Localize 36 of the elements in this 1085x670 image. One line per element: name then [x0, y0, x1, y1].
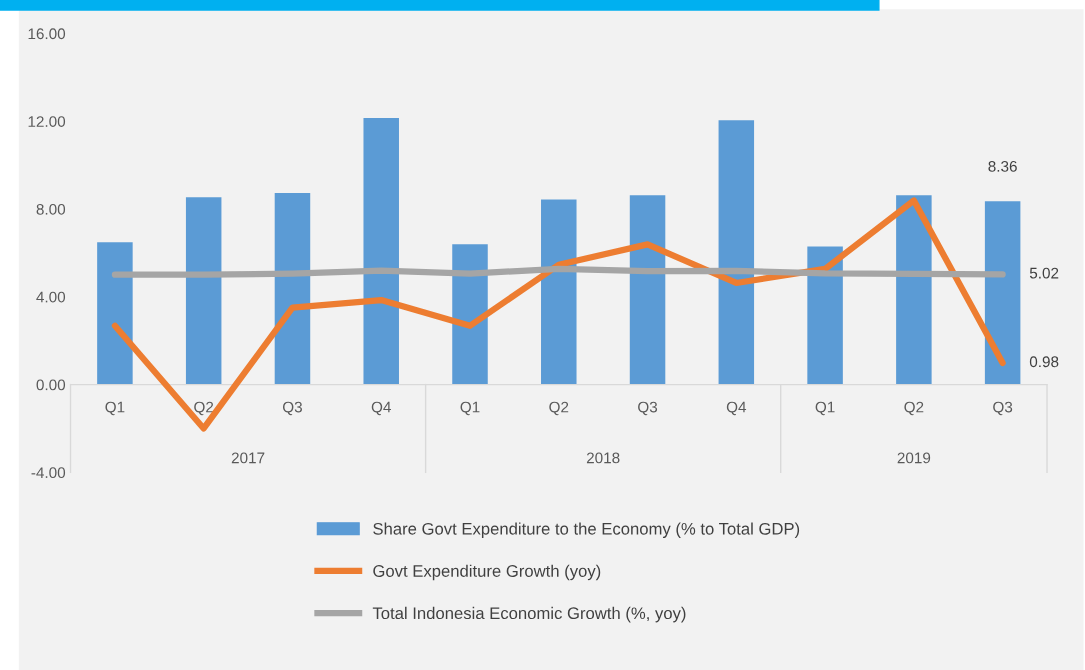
x-tick-label: Q4	[371, 401, 391, 416]
bar	[718, 120, 755, 385]
y-tick-label: 12.00	[28, 116, 66, 127]
legend-label: Share Govt Expenditure to the Economy (% to Total GDP)	[373, 522, 800, 538]
legend-label: Govt Expenditure Growth (yoy)	[373, 564, 601, 581]
data-label: 8.36	[988, 160, 1017, 172]
bar	[629, 195, 666, 385]
bar	[896, 195, 932, 385]
data-label: 0.98	[1029, 356, 1059, 368]
bar	[807, 246, 843, 385]
bar	[984, 201, 1021, 385]
x-tick-label: Q3	[638, 401, 658, 416]
bar	[274, 193, 311, 385]
y-tick-label: 0.00	[36, 379, 66, 391]
annotation: 2017	[231, 452, 265, 464]
bar	[541, 199, 577, 385]
bar	[185, 197, 222, 385]
x-tick-label: Q1	[460, 401, 480, 416]
y-tick-label: 16.00	[28, 28, 66, 40]
y-tick-label: 4.00	[36, 291, 66, 303]
annotation: 2019	[897, 452, 931, 464]
x-tick-label: Q2	[549, 401, 569, 416]
y-tick-label: -4.00	[31, 467, 66, 479]
annotation: 2018	[586, 452, 620, 464]
x-tick-label: Q4	[726, 401, 747, 416]
x-tick-label: Q1	[105, 401, 125, 416]
bar	[363, 117, 399, 385]
x-tick-label: Q2	[904, 401, 924, 416]
x-tick-label: Q3	[282, 401, 302, 416]
y-tick-label: 8.00	[36, 203, 66, 215]
x-tick-label: Q3	[993, 401, 1013, 416]
legend-label: Total Indonesia Economic Growth (%, yoy)	[372, 606, 686, 623]
data-label: 5.02	[1029, 267, 1059, 279]
bar	[97, 242, 133, 385]
x-tick-label: Q2	[194, 401, 214, 416]
x-tick-label: Q1	[815, 401, 835, 416]
